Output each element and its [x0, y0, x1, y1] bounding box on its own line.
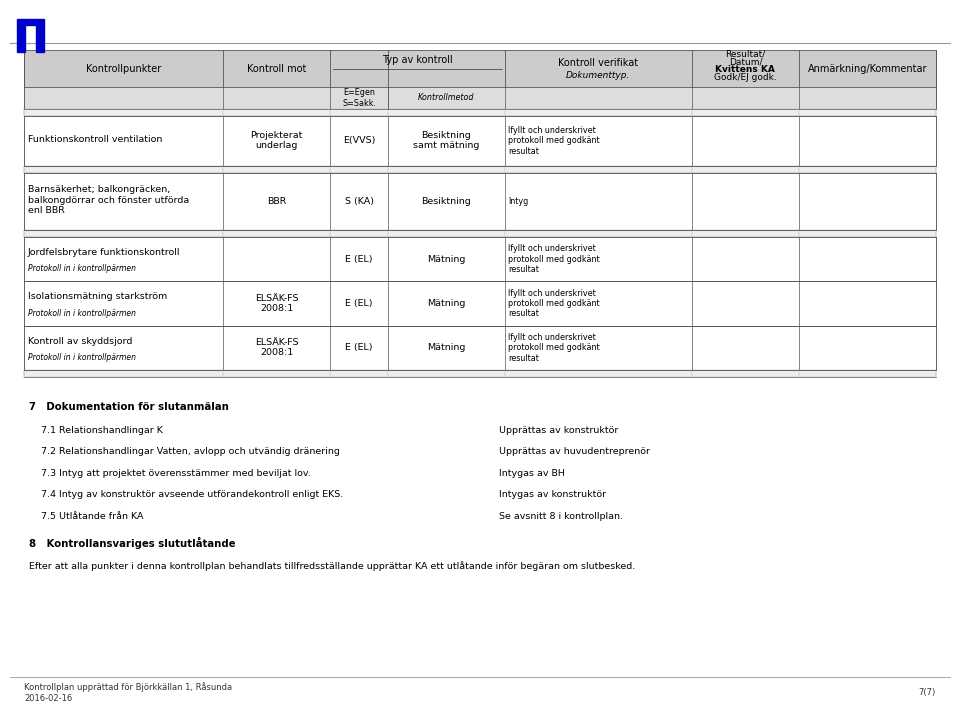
Text: Ifyllt och underskrivet
protokoll med godkänt
resultat: Ifyllt och underskrivet protokoll med go…	[509, 126, 600, 156]
Text: Intyg: Intyg	[509, 197, 529, 206]
Bar	[24, 87, 936, 109]
Bar	[17, 19, 44, 25]
Text: Efter att alla punkter i denna kontrollplan behandlats tillfredsställande upprät: Efter att alla punkter i denna kontrollp…	[29, 561, 636, 571]
Bar	[24, 173, 936, 230]
Text: 7.3 Intyg att projektet överensstämmer med beviljat lov.: 7.3 Intyg att projektet överensstämmer m…	[29, 469, 310, 478]
Text: Barnsäkerhet; balkongräcken,
balkongdörrar och fönster utförda
enl BBR: Barnsäkerhet; balkongräcken, balkongdörr…	[28, 186, 189, 215]
Text: Kontroll mot: Kontroll mot	[247, 64, 306, 74]
Text: Mätning: Mätning	[427, 299, 466, 308]
Text: ELSÄK-FS
2008:1: ELSÄK-FS 2008:1	[254, 293, 299, 313]
Text: S (KA): S (KA)	[345, 197, 373, 206]
Text: E=Egen
S=Sakk.: E=Egen S=Sakk.	[342, 88, 376, 108]
Text: Godk/EJ godk.: Godk/EJ godk.	[714, 73, 777, 82]
Text: 7.1 Relationshandlingar K: 7.1 Relationshandlingar K	[29, 426, 162, 435]
Text: Intygas av konstruktör: Intygas av konstruktör	[499, 491, 607, 499]
Bar	[24, 166, 936, 173]
Text: Upprättas av konstruktör: Upprättas av konstruktör	[499, 426, 618, 435]
Text: E (EL): E (EL)	[346, 255, 372, 263]
Bar	[24, 50, 936, 87]
Text: E (EL): E (EL)	[346, 343, 372, 352]
Bar	[24, 326, 936, 370]
Text: 2016-02-16: 2016-02-16	[24, 694, 72, 703]
Bar	[24, 237, 936, 281]
Text: Datum/: Datum/	[729, 57, 762, 66]
Text: Kvittens KA: Kvittens KA	[715, 65, 776, 74]
Text: Mätning: Mätning	[427, 343, 466, 352]
Text: Projekterat
underlag: Projekterat underlag	[251, 131, 302, 151]
Text: Kontroll verifikat: Kontroll verifikat	[558, 58, 638, 68]
Text: Jordfelsbrytare funktionskontroll: Jordfelsbrytare funktionskontroll	[28, 248, 180, 257]
Text: 7.5 Utlåtande från KA: 7.5 Utlåtande från KA	[29, 512, 143, 521]
Text: Protokoll in i kontrollpärmen: Protokoll in i kontrollpärmen	[28, 264, 136, 273]
Text: Anmärkning/Kommentar: Anmärkning/Kommentar	[808, 64, 927, 74]
Bar	[24, 230, 936, 237]
Text: Besiktning
samt mätning: Besiktning samt mätning	[413, 131, 479, 151]
Text: 7.4 Intyg av konstruktör avseende utförandekontroll enligt EKS.: 7.4 Intyg av konstruktör avseende utföra…	[29, 491, 343, 499]
Text: 7   Dokumentation för slutanmälan: 7 Dokumentation för slutanmälan	[29, 402, 228, 412]
Text: E(VVS): E(VVS)	[343, 136, 375, 145]
Text: 7(7): 7(7)	[919, 688, 936, 697]
Text: 7.2 Relationshandlingar Vatten, avlopp och utvändig dränering: 7.2 Relationshandlingar Vatten, avlopp o…	[29, 448, 340, 456]
Text: Protokoll in i kontrollpärmen: Protokoll in i kontrollpärmen	[28, 353, 136, 362]
Text: E (EL): E (EL)	[346, 299, 372, 308]
Text: Mätning: Mätning	[427, 255, 466, 263]
Text: Kontrollmetod: Kontrollmetod	[418, 94, 474, 102]
Bar	[24, 281, 936, 326]
Text: Ifyllt och underskrivet
protokoll med godkänt
resultat: Ifyllt och underskrivet protokoll med go…	[509, 333, 600, 363]
Text: Isolationsmätning starkström: Isolationsmätning starkström	[28, 292, 167, 301]
Text: Intygas av BH: Intygas av BH	[499, 469, 565, 478]
Text: Protokoll in i kontrollpärmen: Protokoll in i kontrollpärmen	[28, 308, 136, 318]
Bar	[17, 25, 25, 52]
Text: Dokumenttyp.: Dokumenttyp.	[565, 71, 631, 80]
Text: Resultat/: Resultat/	[725, 50, 765, 59]
Text: Funktionskontroll ventilation: Funktionskontroll ventilation	[28, 135, 162, 144]
Text: BBR: BBR	[267, 197, 286, 206]
Bar	[36, 25, 44, 52]
Text: Typ av kontroll: Typ av kontroll	[382, 56, 453, 66]
Text: Ifyllt och underskrivet
protokoll med godkänt
resultat: Ifyllt och underskrivet protokoll med go…	[509, 244, 600, 274]
Bar	[24, 109, 936, 116]
Text: Ifyllt och underskrivet
protokoll med godkänt
resultat: Ifyllt och underskrivet protokoll med go…	[509, 288, 600, 318]
Text: ELSÄK-FS
2008:1: ELSÄK-FS 2008:1	[254, 338, 299, 358]
Text: 8   Kontrollansvariges slututlåtande: 8 Kontrollansvariges slututlåtande	[29, 538, 235, 549]
Text: Upprättas av huvudentreprenör: Upprättas av huvudentreprenör	[499, 448, 650, 456]
Text: Kontroll av skyddsjord: Kontroll av skyddsjord	[28, 336, 132, 346]
Text: Kontrollplan upprättad för Björkkällan 1, Råsunda: Kontrollplan upprättad för Björkkällan 1…	[24, 682, 232, 692]
Text: Kontrollpunkter: Kontrollpunkter	[85, 64, 161, 74]
Bar	[24, 370, 936, 377]
Bar	[24, 116, 936, 166]
Text: Se avsnitt 8 i kontrollplan.: Se avsnitt 8 i kontrollplan.	[499, 512, 623, 521]
Text: Besiktning: Besiktning	[421, 197, 471, 206]
